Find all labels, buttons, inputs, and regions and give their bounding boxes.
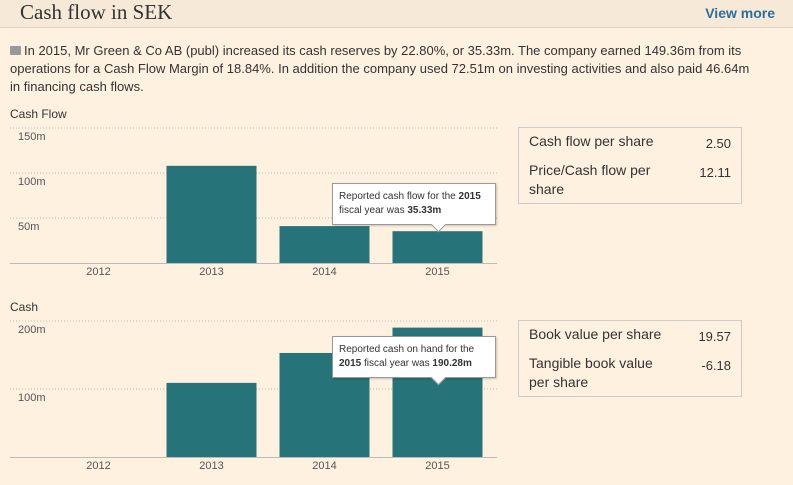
y-tick-label: 50m [18, 221, 39, 233]
tooltip-text: fiscal year was [361, 358, 433, 369]
y-tick-label: 100m [18, 176, 46, 188]
tooltip: Reported cash on hand for the 2015 fisca… [332, 336, 496, 378]
x-tick-label: 2013 [199, 266, 223, 278]
summary: In 2015, Mr Green & Co AB (publ) increas… [10, 42, 755, 96]
stats-box: Cash flow per share 2.50 Price/Cash flow p… [518, 127, 742, 204]
x-tick-label: 2013 [199, 460, 223, 472]
stats-row: Tangible book value per share -6.18 [519, 350, 741, 396]
tooltip-text: 2015 [339, 358, 362, 369]
stats-row: Book value per share 19.57 [519, 321, 741, 350]
stat-label: Cash flow per share [529, 133, 654, 149]
tooltip-text: fiscal year was [339, 205, 408, 216]
stat-label: Tangible book value per share [529, 355, 653, 390]
x-tick-label: 2014 [312, 266, 336, 278]
stat-value: 19.57 [698, 329, 731, 344]
stat-value: 2.50 [705, 136, 731, 151]
x-tick-label: 2012 [86, 266, 110, 278]
y-tick-label: 200m [18, 324, 46, 336]
stat-label: Price/Cash flow per share [529, 162, 651, 197]
tooltip-text: Reported cash on hand for the [339, 344, 475, 355]
stats-row: Price/Cash flow per share 12.11 [519, 157, 741, 203]
stat-value: 12.11 [699, 165, 731, 180]
header: Cash flow in SEK View more [0, 0, 793, 28]
x-tick-label: 2015 [425, 266, 449, 278]
x-tick-label: 2014 [312, 460, 336, 472]
tooltip-text: Reported cash flow for the [339, 191, 459, 202]
stats-row: Cash flow per share 2.50 [519, 128, 741, 157]
x-tick-label: 2012 [86, 460, 110, 472]
bar [392, 231, 483, 263]
stat-value: -6.18 [701, 358, 731, 373]
bar [166, 165, 257, 263]
stats-box: Book value per share 19.57 Tangible book v… [518, 320, 742, 397]
tooltip-text: 2015 [458, 191, 481, 202]
bar [279, 226, 370, 263]
stat-label: Book value per share [529, 326, 662, 342]
tooltip-text: 190.28m [432, 358, 472, 369]
bar [166, 382, 257, 457]
tooltip: Reported cash flow for the 2015 fiscal y… [332, 183, 496, 225]
y-tick-label: 150m [18, 131, 46, 143]
view-more-link[interactable]: View more [705, 5, 775, 21]
x-tick-label: 2015 [425, 460, 449, 472]
chart-title: Cash [10, 300, 39, 314]
page-title: Cash flow in SEK [20, 0, 173, 24]
tooltip-text: 35.33m [407, 205, 442, 216]
y-tick-label: 100m [18, 392, 46, 404]
chart-title: Cash Flow [10, 107, 67, 121]
